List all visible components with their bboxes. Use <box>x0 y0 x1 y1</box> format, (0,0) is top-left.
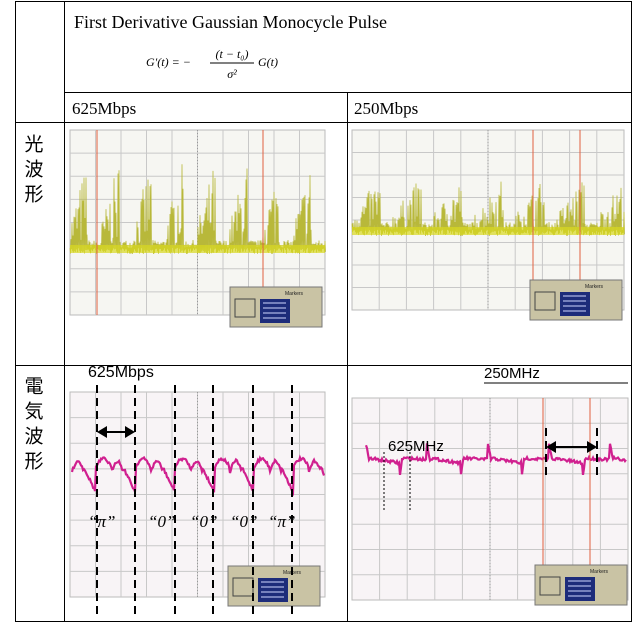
bit-symbol: “0” <box>148 512 175 531</box>
formula-denominator: σ² <box>227 67 237 81</box>
bit-symbol: “π” <box>88 512 115 531</box>
bit-symbol: “0” <box>190 512 217 531</box>
baseline-band <box>70 245 325 253</box>
column-header: 625Mbps <box>72 99 136 118</box>
formula-numerator: (t − t₀) <box>216 47 249 61</box>
edge-label: 625MHz <box>388 438 444 455</box>
bit-symbol: “0” <box>230 512 257 531</box>
document: First Derivative Gaussian Monocycle Puls… <box>0 0 639 624</box>
bit-symbol: “π” <box>268 512 295 531</box>
formula-lhs: G′(t) = − <box>146 55 191 69</box>
formula: G′(t) = − (t − t₀) σ² G(t) <box>146 47 278 81</box>
column-header: 250Mbps <box>354 99 418 118</box>
marker-title: Markers <box>585 284 604 290</box>
marker-title: Markers <box>285 291 304 297</box>
rate-label: 625Mbps <box>88 364 154 381</box>
baseline-band <box>352 227 624 235</box>
row-label: 電気波形 <box>22 376 44 476</box>
formula-rhs: G(t) <box>258 55 278 69</box>
row-label: 光波形 <box>22 134 44 209</box>
title: First Derivative Gaussian Monocycle Puls… <box>74 12 387 32</box>
marker-title: Markers <box>590 569 609 575</box>
period-label: 250MHz <box>484 365 540 382</box>
